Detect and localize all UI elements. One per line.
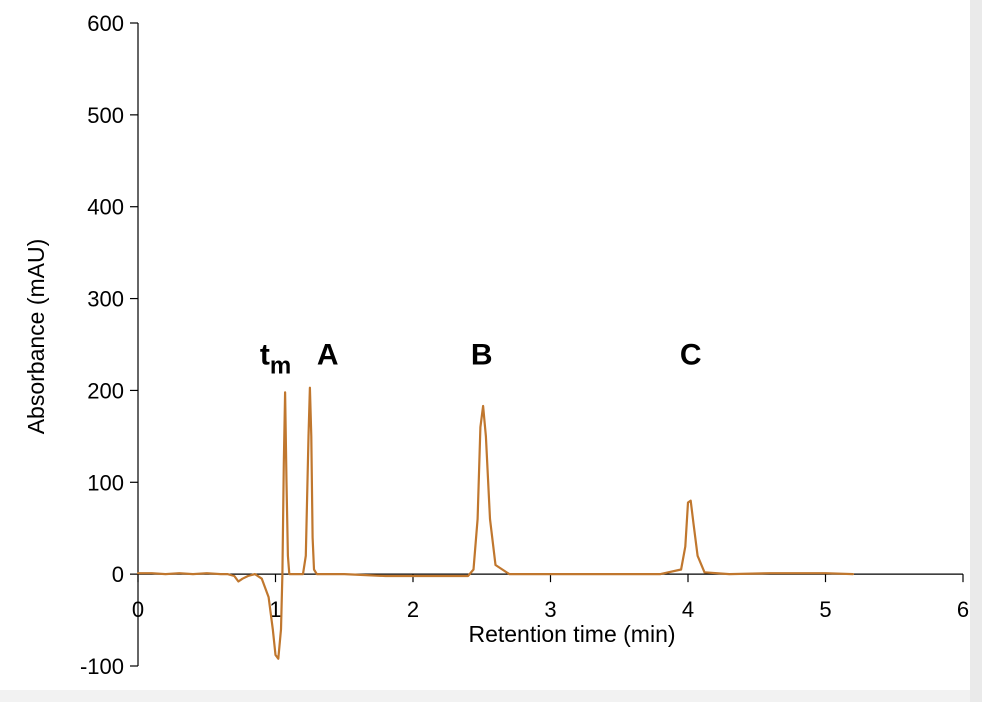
x-tick-label: 3 [544,597,556,622]
x-tick-label: 1 [269,597,281,622]
y-tick-label: 100 [87,470,124,495]
series-group [136,386,855,660]
peak-annotations: tm A B C [260,339,702,380]
frame-strip-bottom [0,690,970,702]
y-axis-label: Absorbance (mAU) [23,239,49,435]
peak-label: tm [260,339,291,380]
y-tick-label: 0 [112,562,124,587]
x-tick-label: 5 [819,597,831,622]
y-tick-label: 200 [87,378,124,403]
x-tick-label: 2 [407,597,419,622]
x-tick-label: 0 [132,597,144,622]
peak-label: B [471,339,493,372]
y-tick-label: 500 [87,103,124,128]
x-axis-label: Retention time (min) [468,621,675,647]
frame-strip-right [970,0,982,702]
peak-label: C [680,339,702,372]
x-axis-ticks: 0 1 2 3 4 5 6 [132,574,969,622]
y-tick-label: 300 [87,287,124,312]
y-tick-label: 400 [87,195,124,220]
x-tick-label: 4 [682,597,694,622]
x-tick-label: 6 [957,597,969,622]
peak-label: A [317,339,339,372]
y-axis-ticks: -100 0 100 200 300 400 500 600 [80,11,138,679]
y-tick-label: -100 [80,654,124,679]
y-tick-label: 600 [87,11,124,36]
chromatogram-trace [136,386,855,660]
